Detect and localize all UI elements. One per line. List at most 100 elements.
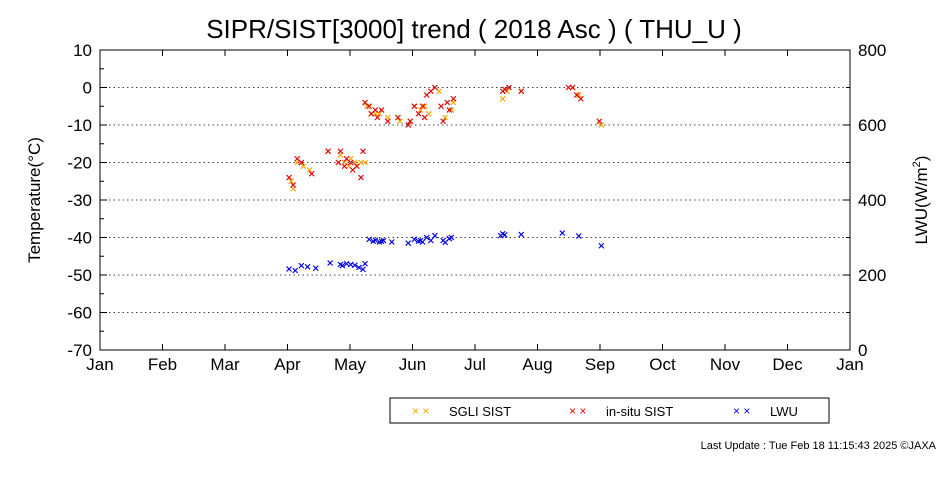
point-lwu (380, 237, 387, 244)
point-in-situ-sist (378, 107, 385, 113)
point-in-situ-sist (444, 99, 451, 106)
point-in-situ-sist (505, 84, 512, 91)
legend-box (389, 397, 830, 424)
x-tick-label: Sep (585, 355, 615, 374)
point-in-situ-sist (432, 84, 438, 91)
point-lwu (327, 260, 334, 266)
point-in-situ-sist (518, 88, 525, 95)
point-sgli-sist (499, 95, 506, 102)
legend-label-insitu: in-situ SIST (606, 404, 673, 419)
point-lwu (427, 237, 434, 244)
x-tick-label: Oct (649, 355, 676, 374)
point-sgli-sist (306, 167, 313, 173)
y-axis-right-label: LWU(W/m2) (911, 156, 931, 245)
point-in-situ-sist (596, 118, 603, 125)
point-lwu (575, 233, 582, 239)
point-sgli-sist (288, 178, 295, 185)
y-axis-right-label-main: LWU(W/m (912, 167, 931, 244)
point-in-situ-sist (577, 95, 584, 102)
point-lwu (366, 236, 373, 243)
y-axis-right-label-close: ) (912, 156, 931, 162)
x-tick-label: Mar (210, 355, 240, 374)
y-left-tick-label: 10 (73, 41, 92, 60)
point-in-situ-sist (353, 163, 360, 170)
legend-marker-insitu: × × (569, 404, 586, 418)
x-tick-label: Apr (274, 355, 301, 374)
point-in-situ-sist (290, 182, 297, 188)
last-update-footer: Last Update : Tue Feb 18 11:15:43 2025 ©… (700, 440, 936, 452)
point-in-situ-sist (405, 122, 412, 128)
x-tick-label: Aug (522, 355, 552, 374)
point-sgli-sist (598, 122, 605, 128)
legend-marker-lwu: × × (733, 404, 750, 418)
point-in-situ-sist (395, 114, 401, 121)
point-in-situ-sist (366, 103, 373, 110)
point-lwu (304, 263, 311, 270)
point-lwu (362, 260, 368, 267)
y-left-tick-label: -10 (67, 116, 92, 135)
point-lwu (286, 266, 292, 272)
point-in-situ-sist (325, 148, 332, 155)
point-lwu (292, 267, 299, 274)
point-in-situ-sist (360, 148, 366, 155)
point-lwu (411, 236, 418, 243)
point-lwu (598, 242, 605, 249)
point-sgli-sist (364, 103, 371, 110)
legend: × × SGLI SIST × × in-situ SIST × × LWU (389, 397, 830, 424)
point-in-situ-sist (421, 114, 428, 121)
data-points (286, 84, 605, 274)
y-left-tick-label: -50 (67, 266, 92, 285)
y-axis-left-label: Temperature(°C) (25, 137, 44, 263)
y-axis-left: 10 0 -10 -20 -30 -40 -50 -60 -70 (67, 41, 107, 360)
point-sgli-sist (362, 159, 368, 166)
y-right-tick-label: 200 (858, 266, 886, 285)
point-lwu (339, 262, 346, 269)
point-in-situ-sist (358, 174, 364, 181)
point-in-situ-sist (374, 114, 381, 121)
y-left-tick-label: -20 (67, 154, 92, 173)
point-lwu (355, 264, 362, 271)
point-lwu (360, 266, 366, 273)
x-tick-label: Feb (148, 355, 177, 374)
point-lwu (298, 262, 305, 269)
x-axis: Jan Feb Mar Apr May Jun Jul Aug Sep Oct Nov Dec Jan (86, 50, 864, 374)
y-right-tick-label: 600 (858, 116, 886, 135)
point-in-situ-sist (419, 103, 426, 110)
point-lwu (518, 231, 525, 238)
x-tick-label: Nov (710, 355, 741, 374)
point-in-situ-sist (411, 103, 418, 110)
point-sgli-sist (397, 118, 403, 125)
point-in-situ-sist (569, 84, 576, 91)
grid-lines (100, 87, 850, 313)
point-in-situ-sist (407, 118, 414, 125)
x-tick-label: Jan (836, 355, 863, 374)
point-sgli-sist (575, 92, 582, 98)
point-lwu (388, 239, 395, 245)
y-right-tick-label: 400 (858, 191, 886, 210)
legend-label-sgli: SGLI SIST (449, 404, 511, 419)
point-sgli-sist (300, 163, 307, 170)
point-in-situ-sist (384, 118, 391, 125)
point-lwu (432, 232, 438, 239)
chart-title: SIPR/SIST[3000] trend ( 2018 Asc ) ( THU… (206, 14, 742, 44)
point-lwu (501, 231, 508, 238)
point-lwu (312, 265, 319, 272)
y-right-tick-label: 800 (858, 41, 886, 60)
point-in-situ-sist (308, 170, 315, 177)
x-tick-label: May (334, 355, 367, 374)
x-tick-label: Dec (772, 355, 803, 374)
point-in-situ-sist (438, 103, 445, 110)
point-in-situ-sist (341, 163, 348, 170)
point-sgli-sist (442, 114, 449, 121)
point-in-situ-sist (501, 86, 508, 93)
y-right-tick-label: 0 (858, 341, 867, 360)
point-lwu (423, 234, 430, 241)
legend-label-lwu: LWU (770, 404, 798, 419)
point-in-situ-sist (450, 95, 457, 102)
point-in-situ-sist (440, 118, 447, 125)
y-axis-right: 800 600 400 200 0 (843, 41, 886, 360)
point-in-situ-sist (337, 148, 344, 155)
point-lwu (448, 234, 455, 241)
point-in-situ-sist (298, 159, 305, 166)
